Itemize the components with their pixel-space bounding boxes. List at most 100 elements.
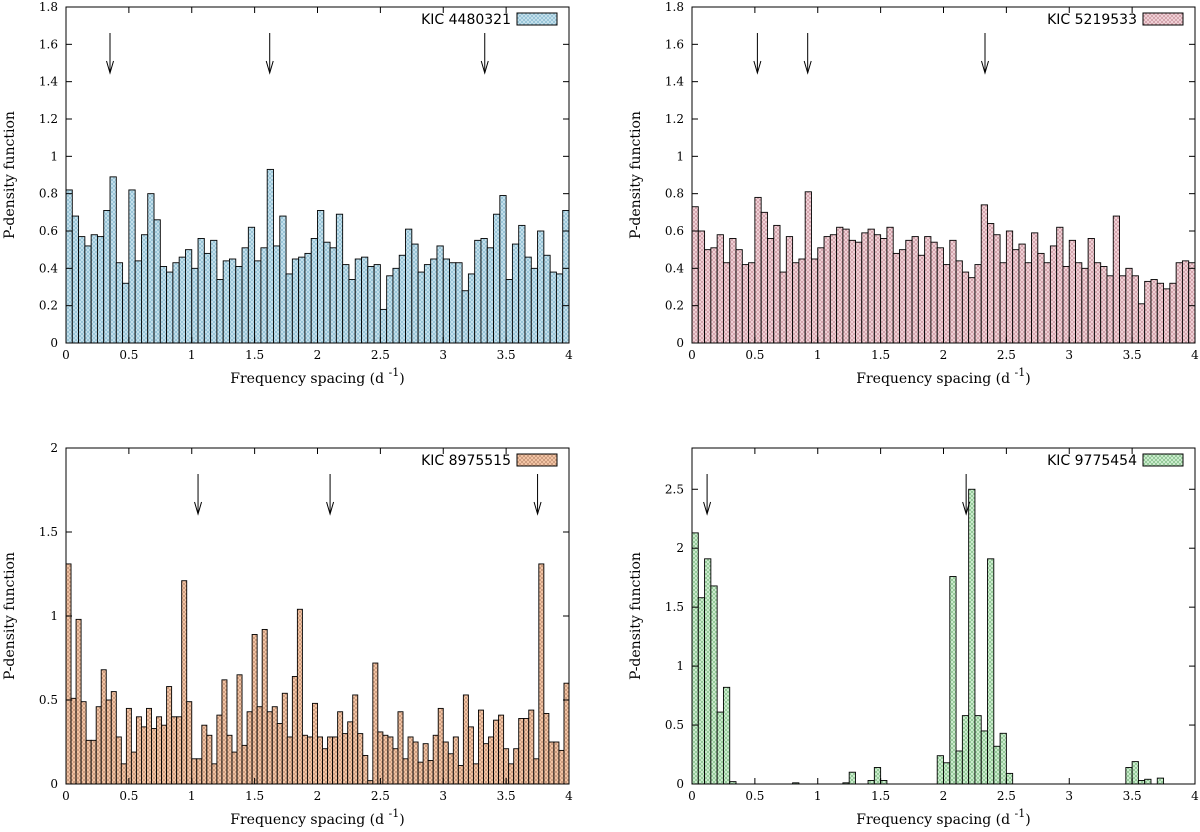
bar	[442, 741, 449, 785]
bar	[298, 256, 306, 344]
x-axis-label: Frequency spacing (d -1)	[856, 366, 1030, 387]
x-tick-label: 0.5	[745, 348, 764, 362]
x-tick-label: 0.5	[119, 789, 138, 803]
bar	[140, 726, 147, 785]
bar	[1181, 260, 1190, 344]
legend-swatch	[1142, 12, 1184, 26]
bar	[377, 731, 384, 785]
y-tick-label: 1.6	[39, 37, 58, 51]
x-tick-label: 1.5	[871, 789, 890, 803]
down-arrow-icon	[106, 33, 114, 75]
bar	[135, 716, 142, 785]
x-tick-label: 2.5	[997, 789, 1016, 803]
bar	[70, 697, 77, 785]
bar	[1012, 249, 1020, 344]
bar	[543, 712, 550, 785]
bar	[166, 271, 174, 344]
bar	[710, 585, 718, 785]
bar	[379, 308, 388, 344]
bars	[65, 563, 570, 785]
bar	[229, 258, 237, 344]
bar	[1081, 267, 1089, 344]
bar	[65, 189, 73, 344]
bar	[880, 780, 888, 785]
bar	[873, 767, 882, 785]
x-tick-label: 1	[814, 348, 822, 362]
bar	[792, 262, 800, 344]
bar	[323, 241, 331, 344]
x-tick-label: 4	[1191, 789, 1199, 803]
x-axis-label: Frequency spacing (d -1)	[856, 807, 1030, 828]
bar	[1068, 239, 1076, 344]
bar	[691, 206, 699, 344]
bars	[65, 168, 570, 344]
bar	[722, 686, 731, 785]
bar	[186, 701, 193, 785]
bar	[461, 290, 469, 344]
x-tick-label: 0	[62, 789, 70, 803]
y-tick-label: 1	[50, 609, 58, 623]
bar	[518, 224, 526, 344]
bar	[1137, 303, 1146, 344]
bar	[488, 736, 494, 785]
bar	[411, 243, 419, 344]
bar	[553, 741, 560, 785]
bar	[156, 716, 163, 785]
bar	[480, 238, 488, 344]
bar	[134, 260, 142, 344]
bar	[1163, 288, 1171, 344]
legend: KIC 4480321	[421, 12, 558, 28]
bar	[103, 210, 111, 344]
down-arrow-icon	[194, 474, 203, 516]
bar	[533, 758, 540, 785]
bar	[191, 758, 198, 785]
bar	[518, 718, 525, 785]
bar	[493, 213, 501, 344]
y-tick-label: 1.8	[665, 0, 684, 14]
bar	[499, 195, 507, 344]
bar	[125, 707, 132, 785]
bar	[1049, 245, 1058, 344]
bar	[867, 228, 875, 344]
panel-kic-5219533: 0 0.5 1 1.5 2 2.5 3 3.5 4 0 0.2 0.4 0.6 0.8 1 1.2 1.4 1.6…	[628, 0, 1199, 387]
bar	[779, 271, 787, 344]
y-tick-label: 1.6	[665, 37, 684, 51]
bar	[221, 679, 228, 785]
bar	[829, 234, 838, 344]
bar	[337, 711, 344, 785]
legend-label: KIC 4480321	[421, 12, 511, 28]
bar	[760, 211, 768, 344]
bar	[159, 266, 168, 344]
bar	[412, 741, 419, 785]
panel-kic-8975515: 0 0.5 1 1.5 2 2.5 3 3.5 4 0 0.5 1 1.5 2 Frequency spac…	[2, 441, 573, 828]
down-arrow-icon	[533, 474, 542, 516]
bar	[716, 234, 724, 344]
bar	[1062, 266, 1070, 344]
bar	[281, 692, 288, 785]
bar	[241, 744, 248, 785]
bar	[100, 669, 107, 785]
x-tick-label: 1.5	[871, 348, 890, 362]
bar	[332, 736, 339, 785]
bar	[211, 763, 218, 785]
bar	[968, 277, 976, 344]
bar	[930, 241, 938, 344]
bar	[266, 711, 273, 785]
bar	[109, 176, 117, 344]
bar	[361, 256, 369, 344]
bar	[146, 707, 152, 785]
bar	[348, 279, 356, 344]
bar	[276, 723, 283, 785]
y-tick-label: 0.4	[39, 261, 58, 275]
bar	[767, 238, 775, 344]
bar	[467, 273, 476, 344]
bar	[498, 714, 505, 785]
bar	[304, 252, 312, 344]
bar	[804, 191, 812, 344]
bar	[254, 260, 262, 344]
x-tick-label: 3.5	[1123, 348, 1142, 362]
bar	[422, 743, 429, 785]
bar	[1131, 761, 1139, 785]
bar	[1005, 772, 1014, 785]
